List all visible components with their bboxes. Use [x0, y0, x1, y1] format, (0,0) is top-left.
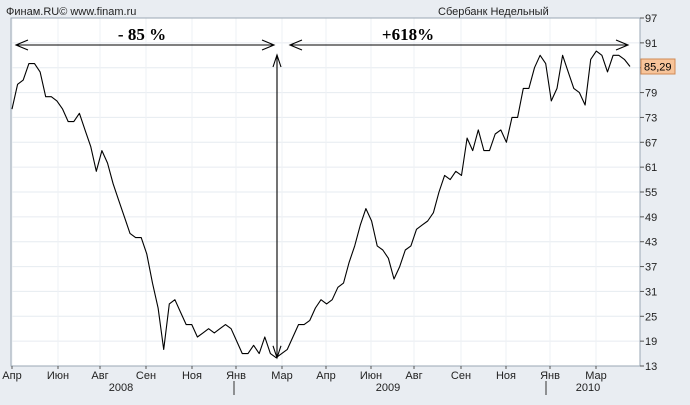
y-tick-label: 43 — [645, 237, 657, 249]
x-tick-label: Авг — [91, 370, 108, 382]
arrow-head — [272, 53, 282, 68]
grid-lines — [11, 18, 640, 366]
annotation-arrows — [14, 39, 630, 360]
y-tick-label: 55 — [645, 187, 657, 199]
x-tick-label: Июн — [360, 370, 382, 382]
y-tick-label: 49 — [645, 212, 657, 224]
arrow-head — [261, 39, 276, 51]
x-tick-label: Апр — [316, 370, 335, 382]
price-line-layer — [11, 50, 631, 359]
x-tick-label: Мар — [585, 370, 607, 382]
arrow-head — [14, 39, 29, 51]
x-tick-label: Ноя — [182, 370, 202, 382]
arrow-head — [272, 345, 282, 360]
y-tick-label: 13 — [645, 361, 657, 373]
x-tick-label: Мар — [271, 370, 293, 382]
arrow-head — [288, 39, 303, 51]
y-tick-label: 37 — [645, 262, 657, 274]
y-tick-label: 79 — [645, 88, 657, 100]
y-tick-label: 91 — [645, 38, 657, 50]
y-axis: 979185797367615549433731251913 — [640, 13, 657, 373]
y-tick-label: 25 — [645, 311, 657, 323]
last-value-badge: 85,29 — [640, 58, 676, 75]
drop-percent-label: - 85 % — [118, 25, 166, 44]
y-tick-label: 19 — [645, 336, 657, 348]
series-title: Сбербанк Недельный — [438, 6, 549, 18]
x-year-label: 2010 — [576, 382, 600, 394]
x-tick-label: Апр — [2, 370, 21, 382]
x-tick-label: Авг — [405, 370, 422, 382]
series-line-sberbank — [11, 50, 631, 359]
source-label: Финам.RU© www.finam.ru — [6, 6, 136, 18]
x-year-label: 2008 — [109, 382, 133, 394]
x-tick-label: Июн — [47, 370, 69, 382]
y-tick-label: 73 — [645, 112, 657, 124]
x-year-label: 2009 — [376, 382, 400, 394]
y-tick-label: 97 — [645, 13, 657, 25]
y-tick-label: 61 — [645, 162, 657, 174]
y-tick-label: 67 — [645, 137, 657, 149]
x-tick-label: Янв — [540, 370, 560, 382]
last-value-label: 85,29 — [644, 62, 672, 74]
y-tick-label: 31 — [645, 286, 657, 298]
last-value-badge-box — [640, 58, 676, 75]
x-tick-label: Сен — [136, 370, 156, 382]
arrow-head — [615, 39, 630, 51]
rise-percent-label: +618% — [382, 25, 434, 44]
x-tick-label: Ноя — [496, 370, 516, 382]
x-tick-label: Сен — [451, 370, 471, 382]
x-tick-label: Янв — [226, 370, 246, 382]
x-axis: Апр Июн Авг Сен Ноя Янв Мар Апр Июн Авг Сен Ноя Янв М… — [2, 366, 607, 395]
